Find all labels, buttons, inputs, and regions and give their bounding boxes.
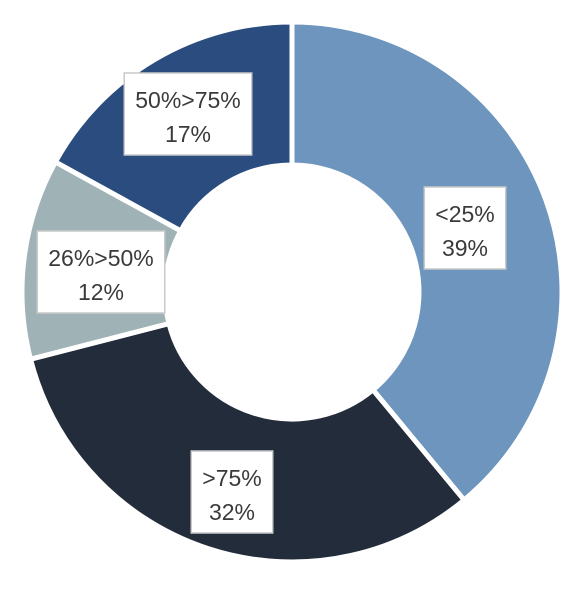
slice-data-label: 50%>75% 17% xyxy=(123,72,253,156)
slice-category-label: 26%>50% xyxy=(48,245,154,271)
slice-value-label: 12% xyxy=(78,279,124,305)
slice-value-label: 32% xyxy=(209,499,255,525)
label-box xyxy=(190,450,274,534)
slice-value-label: 39% xyxy=(442,235,488,261)
slice-data-label: <25% 39% xyxy=(423,186,507,270)
donut-slice xyxy=(27,320,468,565)
slice-category-label: 50%>75% xyxy=(135,87,241,113)
slice-value-label: 17% xyxy=(165,121,211,147)
label-box xyxy=(36,230,166,314)
slice-data-label: >75% 32% xyxy=(190,450,274,534)
slice-data-label: 26%>50% 12% xyxy=(36,230,166,314)
label-box xyxy=(423,186,507,270)
slice-category-label: >75% xyxy=(202,465,261,491)
label-box xyxy=(123,72,253,156)
slice-category-label: <25% xyxy=(435,201,494,227)
